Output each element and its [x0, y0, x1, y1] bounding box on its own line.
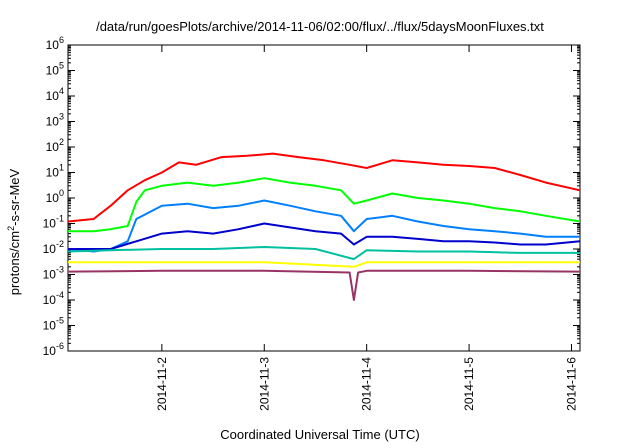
series-line-2: [68, 177, 581, 233]
series-line-5: [67, 246, 580, 261]
series-line-1: [67, 152, 581, 223]
x-tick-label: 2014-11-2: [155, 357, 169, 411]
series-line-3: [67, 199, 580, 253]
y-tick-label: 105: [46, 61, 64, 78]
y-tick-label: 100: [46, 188, 64, 205]
x-tick-label: 2014-11-4: [360, 357, 374, 411]
y-tick-label: 10-1: [43, 214, 64, 231]
x-tick-label: 2014-11-6: [564, 357, 578, 411]
y-axis-label: protons/cm2-s-sr-MeV: [5, 168, 23, 296]
series-line-4: [68, 222, 581, 250]
x-tick-label: 2014-11-5: [462, 357, 476, 411]
y-tick-label: 102: [46, 137, 64, 154]
x-axis-label: Coordinated Universal Time (UTC): [220, 427, 420, 442]
series-line-7: [67, 269, 581, 301]
series-line-6: [68, 261, 580, 268]
y-tick-label: 104: [46, 86, 64, 103]
y-tick-label: 103: [46, 112, 64, 129]
y-tick-label: 10-2: [43, 239, 64, 256]
y-tick-label: 101: [46, 163, 64, 180]
y-tick-label: 10-5: [43, 316, 64, 333]
y-tick-label: 10-4: [43, 290, 64, 307]
plot-frame: [67, 44, 581, 352]
y-tick-label: 106: [46, 35, 64, 52]
y-tick-label: 10-6: [43, 341, 64, 358]
chart-title: /data/run/goesPlots/archive/2014-11-06/0…: [96, 19, 544, 34]
y-tick-label: 10-3: [43, 265, 64, 282]
x-tick-label: 2014-11-3: [257, 357, 271, 411]
